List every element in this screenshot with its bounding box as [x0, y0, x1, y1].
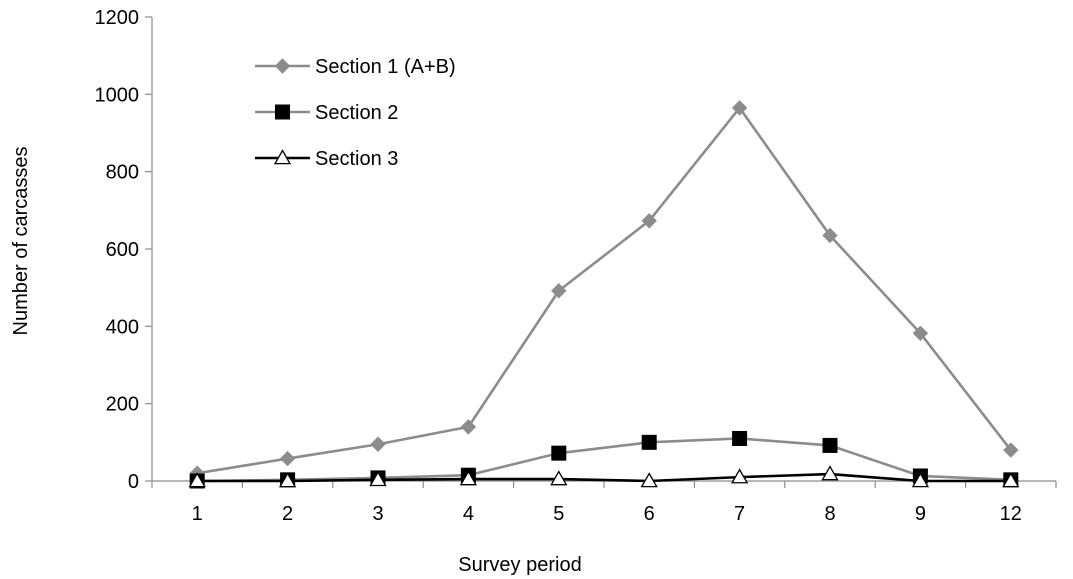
legend-item: Section 3 [255, 148, 398, 170]
y-tick-label: 1000 [95, 84, 140, 106]
data-point [550, 470, 568, 486]
data-point [551, 283, 567, 299]
legend-label: Section 2 [315, 102, 398, 124]
data-point [370, 436, 386, 452]
data-point [1003, 442, 1019, 458]
x-tick-label: 1 [192, 503, 203, 525]
data-point [730, 468, 749, 484]
legend-item: Section 1 (A+B) [255, 56, 456, 78]
data-point [732, 430, 748, 446]
x-axis-label: Survey period [458, 554, 581, 576]
y-axis-label: Number of carcasses [10, 147, 32, 336]
series-line [196, 106, 1012, 475]
series-layer [188, 100, 1020, 489]
x-tick-label: 4 [463, 503, 474, 525]
x-tick-label: 9 [915, 503, 926, 525]
data-point [641, 434, 657, 450]
legend-marker [274, 58, 291, 74]
data-point [912, 325, 929, 342]
legend-item: Section 2 [255, 102, 398, 124]
y-tick-label: 0 [128, 471, 139, 493]
data-point [641, 213, 657, 229]
data-point [731, 100, 748, 116]
series-line [197, 437, 1011, 483]
y-tick-label: 400 [106, 316, 139, 338]
data-point [551, 445, 567, 461]
data-point [279, 450, 296, 467]
y-tick-label: 800 [106, 162, 139, 184]
y-tick-label: 1200 [95, 7, 140, 29]
data-point [278, 472, 297, 488]
legend-marker [275, 104, 290, 120]
x-tick-label: 3 [372, 503, 383, 525]
x-tick-label: 5 [553, 503, 564, 525]
data-point [1002, 472, 1020, 488]
data-point [822, 227, 838, 244]
x-tick-label: 12 [1000, 503, 1022, 525]
x-tick-label: 2 [282, 503, 293, 525]
data-point [822, 437, 838, 453]
data-point [911, 472, 930, 488]
data-point [640, 472, 658, 488]
legend-label: Section 1 (A+B) [315, 56, 456, 78]
series-line [197, 472, 1011, 483]
y-tick-label: 600 [106, 239, 139, 261]
legend-label: Section 3 [315, 148, 398, 170]
x-tick-label: 7 [734, 503, 745, 525]
x-tick-label: 8 [824, 503, 835, 525]
series-1 [189, 100, 1019, 481]
data-point [459, 470, 478, 486]
data-point [460, 419, 477, 435]
series-3 [188, 465, 1020, 488]
data-point [821, 465, 839, 481]
x-tick-label: 6 [644, 503, 655, 525]
legend-marker [273, 149, 292, 165]
legend: Section 1 (A+B) Section 2 Section 3 [255, 56, 456, 170]
data-point [369, 471, 387, 487]
y-tick-label: 200 [106, 394, 139, 416]
data-point [188, 472, 206, 488]
